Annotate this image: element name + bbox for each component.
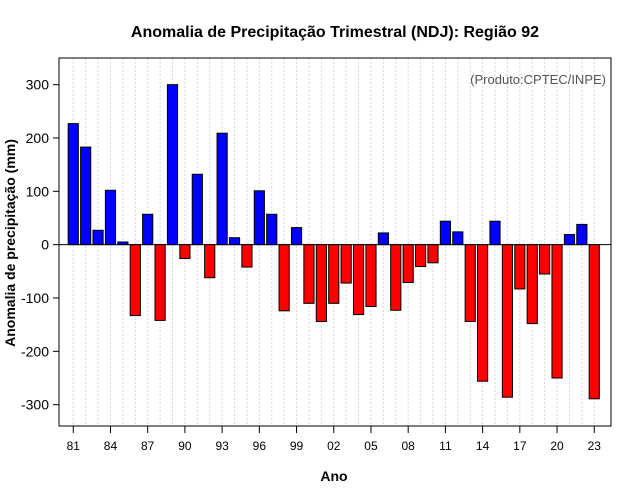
plot-frame [58,57,612,427]
bar-1986 [129,244,141,317]
x-tick-label: 81 [67,439,81,453]
bar-2019 [539,244,551,275]
y-tick-label: -200 [21,343,49,359]
y-tick-label: 100 [26,183,50,199]
bar-2022 [576,223,588,246]
x-tick-label: 02 [327,439,341,453]
y-axis-label: Anomalia de precipitação (mm) [2,139,18,347]
x-tick-label: 87 [141,439,155,453]
x-tick-label: 17 [513,439,527,453]
bar-2013 [464,244,476,322]
y-tick-label: 0 [41,237,49,253]
bar-2009 [415,244,427,268]
x-tick-label: 23 [588,439,602,453]
y-tick-label: -300 [21,397,49,413]
bar-1988 [154,244,166,321]
bar-2018 [526,244,538,325]
x-tick-label: 96 [253,439,267,453]
bar-1999 [290,227,303,246]
bar-1991 [191,173,203,246]
bar-2011 [439,220,451,246]
bar-2021 [563,234,576,246]
bar-2010 [427,244,439,264]
bar-2005 [365,244,377,308]
bar-1992 [204,244,216,279]
bar-2015 [489,220,501,246]
bar-1987 [142,213,154,246]
chart-title: Anomalia de Precipitação Trimestral (NDJ… [131,24,539,41]
bar-1997 [266,213,278,246]
x-tick-label: 11 [439,439,452,453]
bars [67,84,600,400]
bar-1994 [228,237,241,246]
x-tick-label: 93 [215,439,229,453]
y-tick-label: 200 [26,130,50,146]
x-tick-label: 14 [476,439,490,453]
bar-1989 [166,84,179,246]
y-axis: 300 200 100 0 -100 -200 -300 [21,77,59,413]
bar-2001 [315,244,327,322]
bar-2004 [352,244,365,316]
x-tick-label: 84 [104,439,118,453]
bar-1998 [278,244,290,312]
bar-2012 [452,231,464,246]
x-tick-label: 99 [290,439,304,453]
bar-2007 [390,244,402,311]
bar-1981 [67,123,79,246]
bar-1982 [80,146,92,246]
bar-2000 [303,244,315,304]
bar-2003 [340,244,352,284]
bar-1990 [179,244,191,260]
bar-2006 [377,232,389,246]
bar-2002 [328,244,340,304]
y-tick-label: -100 [21,290,49,306]
bar-2017 [514,244,526,290]
bar-1993 [216,132,228,246]
bar-2016 [501,244,514,398]
x-axis-label: Ano [320,468,347,484]
bar-2014 [477,244,489,382]
x-tick-label: 05 [364,439,378,453]
product-annotation: (Produto:CPTEC/INPE) [470,72,606,87]
bar-1996 [253,190,265,246]
y-tick-label: 300 [26,77,50,93]
bar-1983 [92,229,104,246]
bar-1995 [241,244,253,268]
bar-1984 [104,189,117,246]
bar-2023 [588,244,600,400]
x-tick-label: 90 [178,439,192,453]
bar-1985 [117,241,129,246]
x-tick-label: 20 [550,439,564,453]
x-axis: 81 84 87 90 93 96 99 02 05 08 11 14 17 20 23 [67,426,602,453]
x-tick-label: 08 [402,439,416,453]
bar-2008 [402,244,414,284]
bar-2020 [551,244,563,379]
